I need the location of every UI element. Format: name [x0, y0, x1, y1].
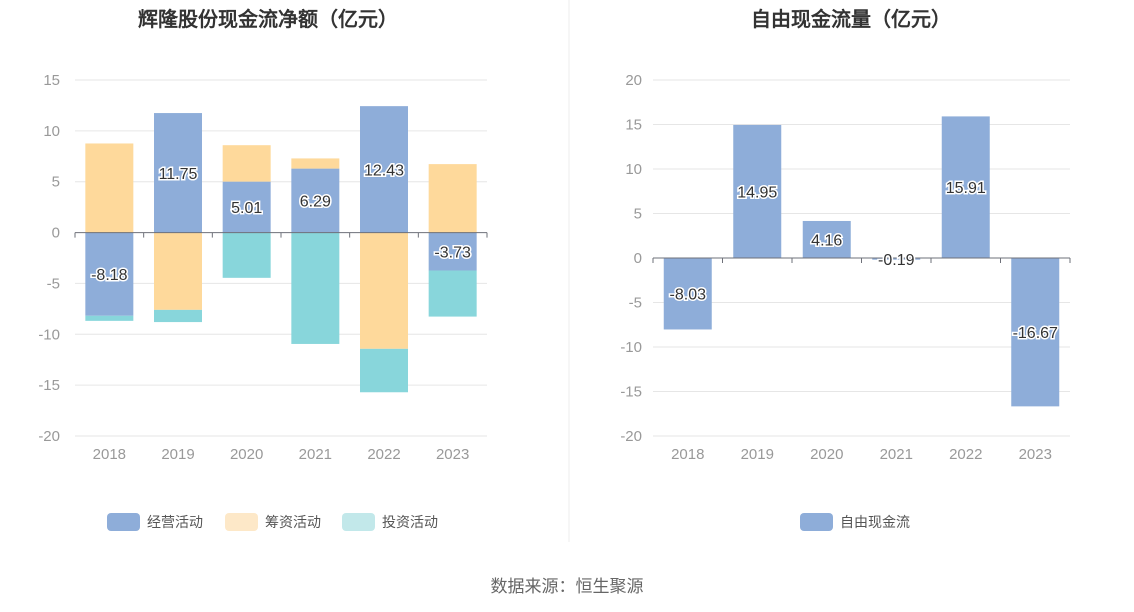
- chart-title: 自由现金流量（亿元）: [751, 7, 951, 31]
- legend-label: 自由现金流: [840, 515, 910, 531]
- bar-投资活动-2023: [428, 270, 477, 317]
- legend-label: 经营活动: [147, 515, 203, 531]
- y-tick-label: 10: [43, 123, 60, 140]
- y-tick-label: 10: [625, 161, 642, 178]
- x-tick-label: 2020: [810, 446, 843, 463]
- bar-自由现金流-2022: [941, 116, 990, 258]
- bar-经营活动-2018: [85, 232, 134, 316]
- bar-自由现金流-2020: [802, 220, 851, 258]
- bar-经营活动-2019: [154, 113, 202, 233]
- bar-筹资活动-2023: [428, 164, 477, 233]
- x-tick-label: 2023: [436, 446, 469, 463]
- bar-筹资活动-2020: [222, 145, 271, 182]
- y-tick-label: 15: [43, 72, 60, 89]
- y-tick-label: -10: [38, 326, 60, 343]
- bar-筹资活动-2022: [360, 232, 408, 349]
- data-label: 6.29: [300, 194, 331, 211]
- free-cash-flow-chart: 自由现金流量（亿元） 20 15 10 5 0 -5 -10 -15 -20 2018 2019 202…: [620, 7, 1071, 531]
- bar-投资活动-2019: [154, 309, 202, 323]
- x-tick-label: 2018: [93, 446, 126, 463]
- bar-经营活动-2023: [428, 232, 477, 271]
- bar-投资活动-2022: [360, 348, 408, 393]
- chart-title: 辉隆股份现金流净额（亿元）: [138, 7, 398, 31]
- data-label: 12.43: [364, 162, 404, 179]
- cash-flow-net-chart: 辉隆股份现金流净额（亿元） 15 10 5 0 -5 -10 -15 -20 2018 2019 20…: [38, 7, 488, 531]
- data-label: -0.19: [878, 252, 915, 269]
- data-label: 15.91: [946, 180, 986, 197]
- data-label: -3.73: [434, 245, 471, 262]
- bar-自由现金流-2019: [733, 124, 782, 258]
- bar-筹资活动-2019: [154, 232, 202, 310]
- y-tick-label: -5: [629, 295, 642, 312]
- bar-投资活动-2018: [85, 315, 134, 321]
- legend-label: 投资活动: [382, 515, 438, 531]
- data-label: 11.75: [159, 166, 198, 183]
- x-tick-label: 2019: [741, 446, 774, 463]
- y-tick-label: 0: [52, 225, 60, 242]
- data-label: 14.95: [737, 184, 777, 201]
- x-tick-label: 2021: [880, 446, 913, 463]
- y-tick-label: -20: [38, 428, 60, 445]
- y-tick-label: 15: [625, 117, 642, 134]
- y-tick-label: 0: [634, 250, 642, 267]
- x-tick-label: 2021: [299, 446, 332, 463]
- bar-经营活动-2022: [360, 106, 408, 233]
- bar-筹资活动-2018: [85, 143, 134, 233]
- bar-投资活动-2020: [222, 232, 271, 278]
- data-source-note: 数据来源：恒生聚源: [491, 577, 644, 597]
- bar-自由现金流-2023: [1011, 258, 1060, 407]
- legend-swatch-自由现金流: [800, 513, 833, 531]
- y-tick-label: -5: [47, 275, 60, 292]
- x-tick-label: 2020: [230, 446, 263, 463]
- x-tick-label: 2023: [1019, 446, 1052, 463]
- legend-swatch-经营活动: [107, 513, 140, 531]
- y-tick-label: -15: [38, 377, 60, 394]
- bar-投资活动-2021: [291, 232, 340, 344]
- bar-经营活动-2021: [291, 168, 340, 233]
- bar-筹资活动-2021: [291, 158, 340, 169]
- data-label: -16.67: [1013, 325, 1058, 342]
- y-tick-label: -10: [620, 339, 642, 356]
- legend-label: 筹资活动: [265, 514, 321, 531]
- legend-swatch-投资活动: [342, 513, 375, 531]
- legend-swatch-筹资活动: [225, 513, 258, 531]
- data-label: 4.16: [811, 232, 842, 249]
- data-label: -8.18: [91, 267, 128, 284]
- bar-自由现金流-2018: [663, 258, 712, 330]
- x-tick-label: 2019: [161, 446, 194, 463]
- data-label: 5.01: [231, 200, 262, 217]
- y-tick-label: 20: [625, 72, 642, 89]
- x-tick-label: 2018: [671, 446, 704, 463]
- data-label: -8.03: [670, 287, 707, 304]
- y-tick-label: -15: [620, 384, 642, 401]
- bar-经营活动-2020: [222, 181, 271, 233]
- bar-自由现金流-2021: [872, 258, 921, 260]
- y-tick-label: -20: [620, 428, 642, 445]
- y-tick-label: 5: [634, 206, 642, 223]
- x-tick-label: 2022: [949, 446, 982, 463]
- y-tick-label: 5: [52, 174, 60, 191]
- x-tick-label: 2022: [367, 446, 400, 463]
